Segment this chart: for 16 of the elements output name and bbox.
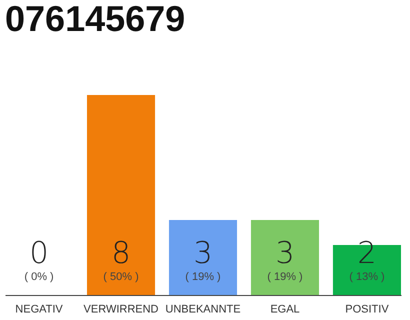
data-label: 2: [357, 236, 377, 271]
x-tick-label: POSITIV: [345, 304, 390, 316]
annotation: ( 19% ): [185, 271, 221, 283]
x-tick-label: NEGATIV: [15, 304, 64, 316]
x-tick-label: UNBEKANNTE: [165, 304, 241, 316]
x-tick-label: VERWIRREND: [84, 304, 159, 316]
chart-title: 076145679: [5, 0, 186, 39]
x-tick-label: EGAL: [270, 304, 300, 316]
data-label: 0: [29, 236, 49, 271]
annotation: ( 50% ): [103, 271, 139, 283]
data-label: 3: [193, 236, 213, 271]
data-label: 3: [275, 236, 295, 271]
annotation: ( 0% ): [24, 271, 54, 283]
annotation: ( 19% ): [267, 271, 303, 283]
data-label: 8: [111, 236, 131, 271]
annotation: ( 13% ): [349, 271, 385, 283]
